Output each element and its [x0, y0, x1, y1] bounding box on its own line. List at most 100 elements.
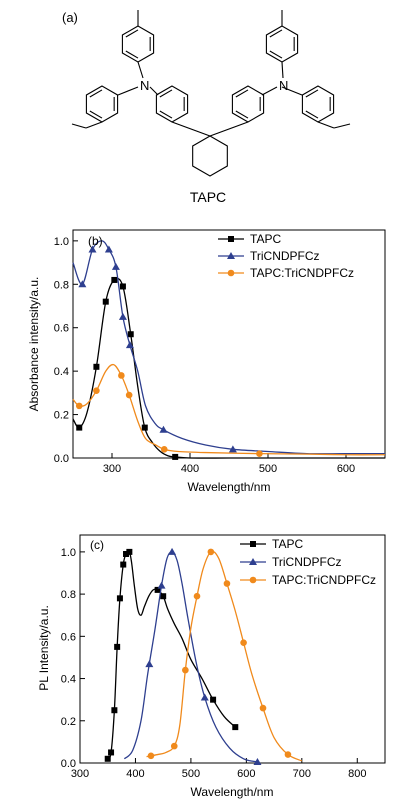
inner-left-ring-double-bond	[159, 110, 173, 119]
chart-b-series-tapc-tricndpfcz-marker	[160, 446, 168, 453]
chart-b-xtick-label: 400	[181, 463, 199, 475]
inner-right-ring-double-bond	[235, 110, 249, 119]
inner-left-n-bond	[149, 86, 159, 96]
chart-b-xtick-label: 500	[259, 463, 277, 475]
chart-c-series-tricndpfcz-marker	[157, 581, 166, 589]
chart-b-ytick-label: 0.2	[54, 410, 69, 422]
chart-c-ytick-label: 1.0	[61, 547, 76, 559]
chart-b: 300 400 500 600 0.0 0.2 0.4 0.6 0.8 1.0 (b) Wavel…	[27, 229, 386, 494]
side-right-n-bond	[281, 86, 303, 96]
chart-c-series-tapc-tricndpfcz-marker	[170, 742, 178, 750]
chart-b-ytick-label: 0.6	[54, 323, 69, 335]
top-right-ring-double-bond	[269, 29, 283, 38]
chart-c-series-tapc-marker	[160, 593, 167, 600]
chart-b-series-tricndpfcz-marker	[78, 280, 87, 288]
chart-c-ticks: 300 400 500 600 700 800 0.0 0.2 0.4 0.6 0.8 1.0	[61, 547, 367, 780]
chart-b-series-tapc-marker	[102, 298, 109, 305]
chart-b-series-tricndpfcz-marker	[228, 445, 237, 453]
chart-b-series-tapc-marker	[127, 331, 134, 338]
top-left-ring	[121, 25, 155, 63]
side-left-ring	[85, 85, 119, 123]
inner-right-ring	[231, 85, 265, 123]
chart-c-ytick-label: 0.6	[61, 631, 76, 643]
chart-c-series-tapc-marker	[104, 755, 111, 762]
chart-c-series-tapc-marker	[123, 551, 130, 557]
chart-c-series-tapc-tricndpfcz-marker	[147, 752, 155, 760]
chart-c-series-tapc-marker	[114, 643, 121, 650]
inner-right-ring-double-bond	[235, 89, 249, 98]
chart-c-panel-label: (c)	[90, 538, 104, 552]
chart-b-ticks: 300 400 500 600 0.0 0.2 0.4 0.6 0.8 1.0	[54, 236, 355, 475]
chart-c-series-tapc-marker	[126, 548, 133, 555]
chart-c-series-tricndpfcz-marker	[200, 693, 209, 701]
chart-b-series-tapc-line	[72, 277, 385, 459]
cyclohexane-ring	[192, 135, 228, 177]
top-right-n-bond	[281, 61, 284, 79]
chart-c-legend: TAPC TriCNDPFCz TAPC:TriCNDPFCz	[240, 537, 376, 587]
inner-right-n-bond	[261, 86, 278, 96]
chart-c-series	[104, 547, 303, 765]
chart-b-series-tapc-marker	[93, 363, 100, 370]
structure-panel: (a) N N TAPC	[62, 10, 351, 205]
chart-c-ytick-label: 0.4	[61, 674, 76, 686]
chart-b-panel-label: (b)	[88, 234, 103, 248]
side-right-ring-double-bond	[305, 89, 319, 98]
chart-c-ytick-label: 0.8	[61, 589, 76, 601]
chart-b-series-tricndpfcz-marker	[111, 262, 120, 270]
chart-b-series-tapc-tricndpfcz-marker	[118, 372, 125, 379]
legend-c-tricndpfcz-label: TriCNDPFCz	[272, 555, 342, 569]
chart-b-xtick-label: 600	[337, 463, 355, 475]
inner-left-ring	[155, 85, 189, 123]
nitrogen-right-label: N	[279, 78, 288, 93]
chart-c-xlabel: Wavelength/nm	[191, 785, 274, 799]
chart-c-ylabel: PL Intensity/a.u.	[37, 605, 51, 691]
chart-c-series-tapc-marker	[120, 561, 127, 568]
chart-c-xtick-label: 300	[71, 768, 89, 780]
side-left-methyl	[71, 123, 87, 129]
chart-c-series-tapc-marker	[111, 707, 118, 714]
chart-c-series-tapc-marker	[232, 724, 239, 731]
chart-b-ytick-label: 0.8	[54, 279, 69, 291]
side-left-ring-double-bond	[89, 110, 103, 119]
chart-c-frame	[79, 534, 386, 764]
chart-b-series-tapc-marker	[111, 276, 118, 283]
nitrogen-left-label: N	[140, 78, 149, 93]
legend-b-tricndpfcz-label: TriCNDPFCz	[250, 249, 320, 263]
chart-b-series-tricndpfcz-marker	[88, 245, 97, 253]
left-quaternary-bond	[171, 121, 211, 137]
chart-c-series-tricndpfcz-line	[123, 551, 258, 763]
legend-c-tapc-label: TAPC	[272, 537, 303, 551]
chart-b-series-tricndpfcz-marker	[125, 341, 134, 349]
legend-c-blend-marker	[249, 576, 257, 584]
chart-b-ylabel: Absorbance intensity/a.u.	[27, 277, 41, 412]
chart-b-series-tricndpfcz-marker	[104, 245, 113, 253]
legend-b-blend-label: TAPC:TriCNDPFCz	[250, 266, 354, 280]
top-left-ring-double-bond	[125, 50, 139, 59]
chart-c-xtick-label: 400	[126, 768, 144, 780]
chart-c-series-tapc-tricndpfcz-marker	[240, 639, 247, 646]
chart-b-series	[72, 240, 386, 460]
compound-name: TAPC	[190, 189, 226, 205]
chart-c-series-tricndpfcz-marker	[168, 547, 177, 555]
chart-c-series-tapc-marker	[154, 586, 161, 593]
chart-c-series-tapc-tricndpfcz-marker	[284, 751, 292, 758]
side-left-methyl-bond	[85, 121, 103, 129]
chart-c-series-tapc-tricndpfcz-marker	[182, 666, 189, 674]
chart-b-series-tapc-marker	[119, 283, 126, 290]
chart-b-ytick-label: 1.0	[54, 236, 69, 248]
chart-b-frame	[72, 229, 386, 459]
side-right-ring	[301, 85, 335, 123]
legend-c-tapc-marker	[250, 541, 256, 547]
chart-b-ytick-label: 0.0	[54, 453, 69, 465]
inner-left-ring-double-bond	[159, 89, 173, 98]
chart-c-series-tapc-marker	[108, 749, 115, 756]
chart-b-series-tapc-tricndpfcz-marker	[125, 391, 133, 399]
chart-c-series-tapc-marker	[210, 696, 217, 703]
chart-b-xlabel: Wavelength/nm	[188, 480, 271, 494]
chart-c-series-tapc-tricndpfcz-marker	[207, 548, 215, 556]
chart-b-xtick-label: 300	[103, 463, 121, 475]
legend-c-tricndpfcz-marker	[249, 558, 257, 565]
chart-c-series-tapc-tricndpfcz-marker	[193, 592, 201, 600]
side-left-n-bond	[117, 86, 139, 96]
